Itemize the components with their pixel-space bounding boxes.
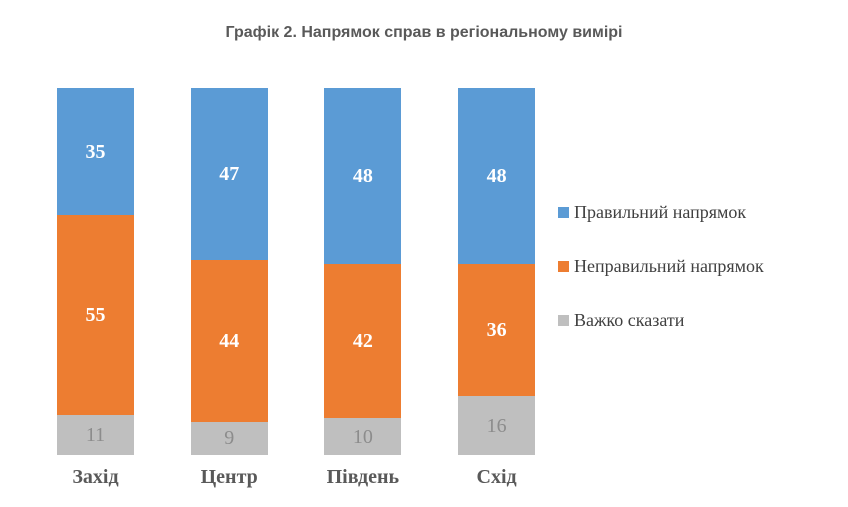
data-label: 16 (486, 414, 507, 437)
bar-segment: 42 (324, 264, 402, 419)
bar-segment: 11 (57, 415, 134, 455)
legend-color-swatch-icon (558, 260, 569, 272)
bar-segment: 10 (324, 418, 402, 455)
data-label: 48 (486, 165, 507, 188)
data-label: 10 (352, 425, 373, 448)
data-label: 47 (219, 163, 240, 186)
bar-segment: 48 (458, 88, 536, 265)
bar-segment: 44 (190, 260, 268, 422)
data-label: 35 (85, 140, 106, 163)
chart-legend: Правильний напрямок Неправильний напрямок… (558, 201, 764, 363)
legend-label: Неправильний напрямок (574, 256, 764, 276)
bar-segment: 16 (458, 396, 536, 455)
bar-column: 48 42 10 (324, 88, 402, 455)
bar-column: 47 44 9 (190, 88, 268, 455)
data-label: 11 (85, 424, 106, 446)
category-label: Схід (476, 466, 517, 488)
legend-label: Важко сказати (574, 310, 685, 330)
legend-item: Важко сказати (558, 309, 764, 331)
category-label: Захід (72, 466, 119, 488)
data-label: 9 (224, 427, 235, 450)
legend-color-swatch-icon (558, 314, 569, 326)
plot-area: 35 55 11 Захід 47 44 9 Центр 48 42 10 Південь 48 36 16… (57, 88, 597, 488)
data-label: 36 (486, 319, 507, 342)
bar-column: 48 36 16 (458, 88, 536, 455)
bar-column: 35 55 11 (57, 88, 134, 455)
data-label: 48 (352, 165, 373, 188)
legend-label: Правильний напрямок (574, 202, 747, 222)
bar-segment: 35 (57, 88, 134, 216)
legend-item: Неправильний напрямок (558, 255, 764, 277)
legend-item: Правильний напрямок (558, 201, 764, 223)
data-label: 55 (85, 304, 106, 327)
data-label: 44 (219, 330, 240, 353)
bar-segment: 47 (190, 88, 268, 261)
category-label: Південь (326, 466, 400, 488)
bar-segment: 36 (458, 264, 536, 397)
legend-color-swatch-icon (558, 206, 569, 218)
bar-segment: 48 (324, 88, 402, 265)
bar-segment: 55 (57, 215, 134, 416)
bar-segment: 9 (190, 421, 268, 455)
chart-title: Графік 2. Напрямок справ в регіональному… (225, 24, 623, 41)
category-label: Центр (200, 466, 258, 488)
data-label: 42 (352, 330, 373, 353)
